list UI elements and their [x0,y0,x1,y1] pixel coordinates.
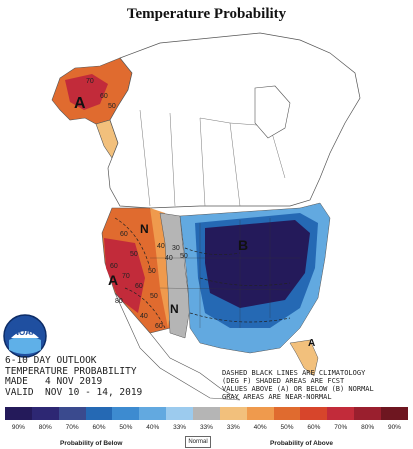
contour-labels: 70 60 50 40 30 60 50 40 50 70 80 60 50 4… [86,78,188,330]
map-title: Temperature Probability [126,6,287,22]
outlook-line-3: MADE 4 NOV 2019 [5,376,103,387]
contour-label: 60 [135,283,143,290]
contour-label: 50 [180,253,188,260]
canada-provinces [139,109,286,207]
legend-percent: 40% [146,424,160,431]
central-cold-core [205,220,310,308]
alaska-core [65,74,108,110]
legend-swatch [112,407,140,420]
outlook-line-1: 6-10 DAY OUTLOOK [5,355,97,366]
noaa-logo: NOAA [3,314,47,363]
legend-percent: 50% [280,424,294,431]
state-lines [150,218,300,328]
legend-percent: 90% [11,424,25,431]
outlook-map: A A B A N N 70 60 50 40 30 60 50 40 50 7… [51,32,361,401]
legend-swatch [193,407,220,420]
legend-swatch [5,407,32,420]
note-line-1: DASHED BLACK LINES ARE CLIMATOLOGY [222,369,366,377]
outlook-line-2: TEMPERATURE PROBABILITY [5,365,137,377]
legend-percent: 90% [387,424,401,431]
climatology-lines [114,217,291,329]
outlook-info: 6-10 DAY OUTLOOK TEMPERATURE PROBABILITY… [5,355,143,398]
contour-label: 60 [120,231,128,238]
legend-percent: 33% [199,424,213,431]
letter-west-above: A [108,272,118,288]
legend-swatch [300,407,328,420]
contour-label: 70 [86,78,94,85]
legend-percent: 80% [361,424,375,431]
legend-percent: 70% [334,424,348,431]
legend-percent: 60% [307,424,321,431]
legend-normal-label: Normal [185,436,211,448]
legend-percent-row: 90% 80% 70% 60% 50% 40% 33% 33% 33% 40% 50% 60% 70% 8… [5,424,408,431]
legend-percent: 70% [65,424,79,431]
note-line-4: GRAY AREAS ARE NEAR-NORMAL [222,393,332,401]
legend-percent: 50% [119,424,133,431]
note-line-3: VALUES ABOVE (A) OR BELOW (B) NORMAL [222,385,374,393]
contour-label: 80 [115,298,123,305]
letter-near-normal-1: N [140,222,149,236]
legend-swatch [273,407,301,420]
letter-near-normal-2: N [170,302,179,316]
legend-above-label: Probability of Above [270,440,333,447]
legend-swatch [58,407,86,420]
legend-percent: 60% [92,424,106,431]
letter-east-below: B [238,237,248,253]
contour-label: 70 [122,273,130,280]
contour-label: 50 [150,293,158,300]
mexico-outline [114,292,241,401]
hudson-bay [254,85,291,139]
legend-swatch [246,407,274,420]
contour-label: 60 [110,263,118,270]
noaa-logo-text: NOAA [13,328,37,337]
contour-label: 50 [148,268,156,275]
contour-label: 40 [165,255,173,262]
contour-label: 40 [157,243,165,250]
legend-color-bar [5,407,408,420]
legend-percent: 33% [173,424,187,431]
contour-label: 30 [172,245,180,252]
legend-swatch [354,407,382,420]
legend-swatch [85,407,113,420]
climatology-note: DASHED BLACK LINES ARE CLIMATOLOGY (DEG … [222,369,374,401]
legend-swatch [166,407,194,420]
legend-below-label: Probability of Below [60,440,123,447]
contour-label: 60 [155,323,163,330]
legend-swatch [327,407,355,420]
outlook-line-4: VALID NOV 10 - 14, 2019 [5,386,143,398]
contour-label: 60 [100,93,108,100]
contour-label: 50 [130,251,138,258]
legend-percent: 33% [226,424,240,431]
legend-percent: 80% [38,424,52,431]
florida-region [289,339,319,377]
letter-florida-above: A [308,338,315,349]
contour-label: 50 [108,103,116,110]
west-core-region [104,238,145,313]
contour-label: 40 [140,313,148,320]
legend-swatch [31,407,59,420]
legend-percent: 40% [253,424,267,431]
note-line-2: (DEG F) SHADED AREAS ARE FCST [222,377,345,385]
canada-outline [107,32,361,209]
legend-swatch [219,407,247,420]
legend-swatch [381,407,408,420]
legend-swatch [139,407,167,420]
letter-alaska-above: A [74,95,86,112]
